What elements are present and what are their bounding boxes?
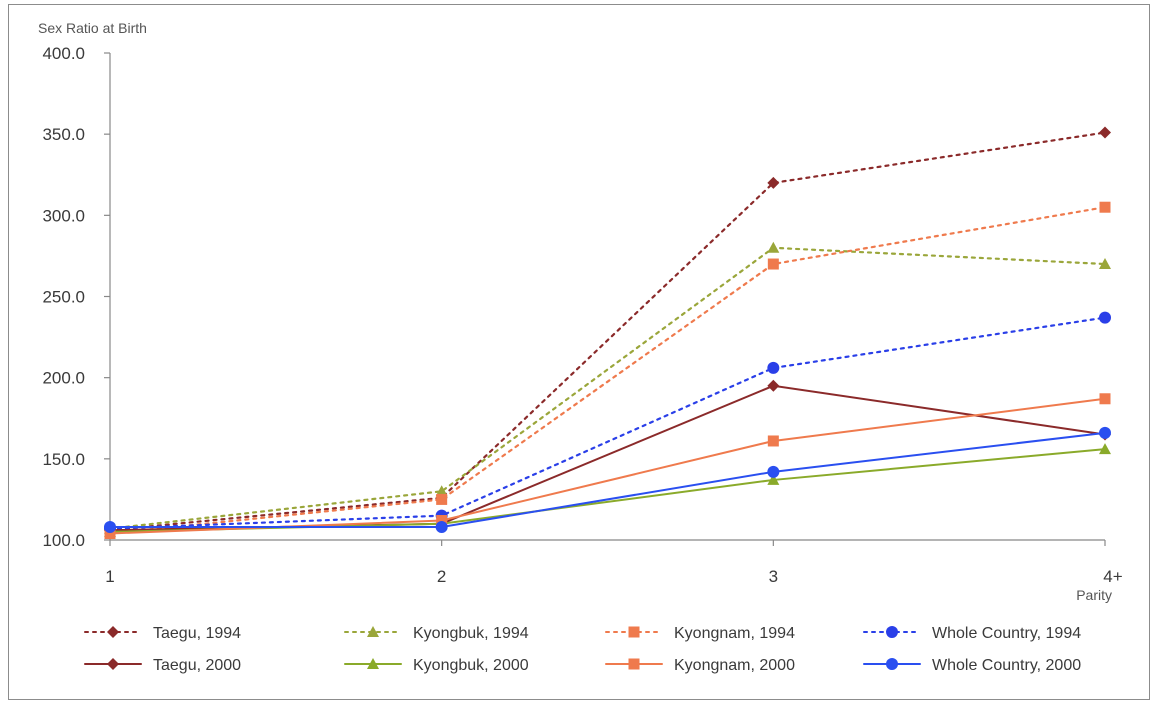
x-tick-label: 2 [437, 567, 446, 586]
legend-item: Taegu, 2000 [84, 657, 241, 674]
legend-marker [367, 626, 379, 637]
data-point [1099, 393, 1111, 405]
legend-marker [628, 626, 640, 638]
series-line [108, 246, 1107, 530]
x-ticks: 1 2 3 4+ [105, 540, 1123, 586]
legend-item: Whole Country, 1994 [863, 625, 1081, 642]
data-point [767, 435, 779, 447]
legend-item: Kyongnam, 2000 [605, 657, 795, 674]
series-layer [104, 126, 1111, 540]
legend-item: Kyongbuk, 2000 [344, 657, 529, 674]
data-point [767, 465, 780, 478]
legend-item: Kyongnam, 1994 [605, 625, 795, 642]
series-line [109, 431, 1106, 529]
x-tick-label: 1 [105, 567, 114, 586]
legend-marker [107, 626, 119, 638]
x-tick-label: 4+ [1103, 567, 1122, 586]
data-point [436, 515, 448, 527]
data-point [767, 176, 780, 189]
legend-label: Kyongnam, 1994 [674, 625, 795, 642]
series-line [109, 448, 1106, 533]
data-point [1099, 443, 1111, 455]
series-line [108, 206, 1107, 535]
y-axis-label: Sex Ratio at Birth [38, 20, 147, 36]
data-point [1099, 426, 1111, 439]
series-line [108, 131, 1107, 532]
legend-label: Taegu, 1994 [153, 625, 241, 642]
chart-frame [8, 4, 1150, 700]
legend-marker [886, 626, 898, 638]
data-point [767, 258, 779, 270]
data-point [435, 521, 448, 534]
series-line [109, 397, 1106, 535]
data-point [767, 241, 780, 253]
series-6 [104, 393, 1111, 540]
data-point [1099, 311, 1111, 324]
series-1 [104, 241, 1111, 534]
y-tick-label: 150.0 [42, 450, 85, 469]
legend-marker [367, 658, 379, 669]
data-point [767, 361, 780, 374]
data-point [767, 379, 780, 392]
legend-label: Kyongbuk, 1994 [413, 625, 529, 642]
legend-item: Taegu, 1994 [84, 625, 241, 642]
data-point [767, 473, 780, 485]
y-tick-label: 250.0 [42, 288, 85, 307]
legend-label: Whole Country, 2000 [932, 657, 1081, 674]
y-tick-label: 300.0 [42, 206, 85, 225]
data-point [104, 521, 116, 534]
legend-marker [628, 658, 640, 670]
y-tick-label: 350.0 [42, 125, 85, 144]
legend-marker [107, 658, 119, 670]
legend-marker [886, 658, 898, 670]
data-point [1099, 126, 1111, 139]
y-tick-label: 200.0 [42, 369, 85, 388]
data-point [104, 528, 116, 540]
data-point [1099, 258, 1111, 270]
legend-label: Taegu, 2000 [153, 657, 241, 674]
y-tick-label: 400.0 [42, 44, 85, 63]
y-ticks: 100.0 150.0 200.0 250.0 300.0 350.0 400.0 [42, 44, 110, 550]
legend: Taegu, 1994 Kyongbuk, 1994 Kyongnam, 1994 W… [84, 625, 1081, 674]
y-tick-label: 100.0 [42, 531, 85, 550]
data-point [1099, 201, 1111, 213]
legend-item: Whole Country, 2000 [863, 657, 1081, 674]
legend-label: Kyongbuk, 2000 [413, 657, 529, 674]
legend-label: Kyongnam, 2000 [674, 657, 795, 674]
legend-item: Kyongbuk, 1994 [344, 625, 529, 642]
series-0 [104, 126, 1111, 537]
series-line [108, 316, 1107, 530]
x-axis-label: Parity [1076, 587, 1112, 603]
data-point [435, 485, 448, 497]
series-7 [104, 426, 1111, 534]
x-tick-label: 3 [769, 567, 778, 586]
legend-label: Whole Country, 1994 [932, 625, 1081, 642]
series-line [109, 384, 1106, 532]
data-point [436, 493, 448, 505]
